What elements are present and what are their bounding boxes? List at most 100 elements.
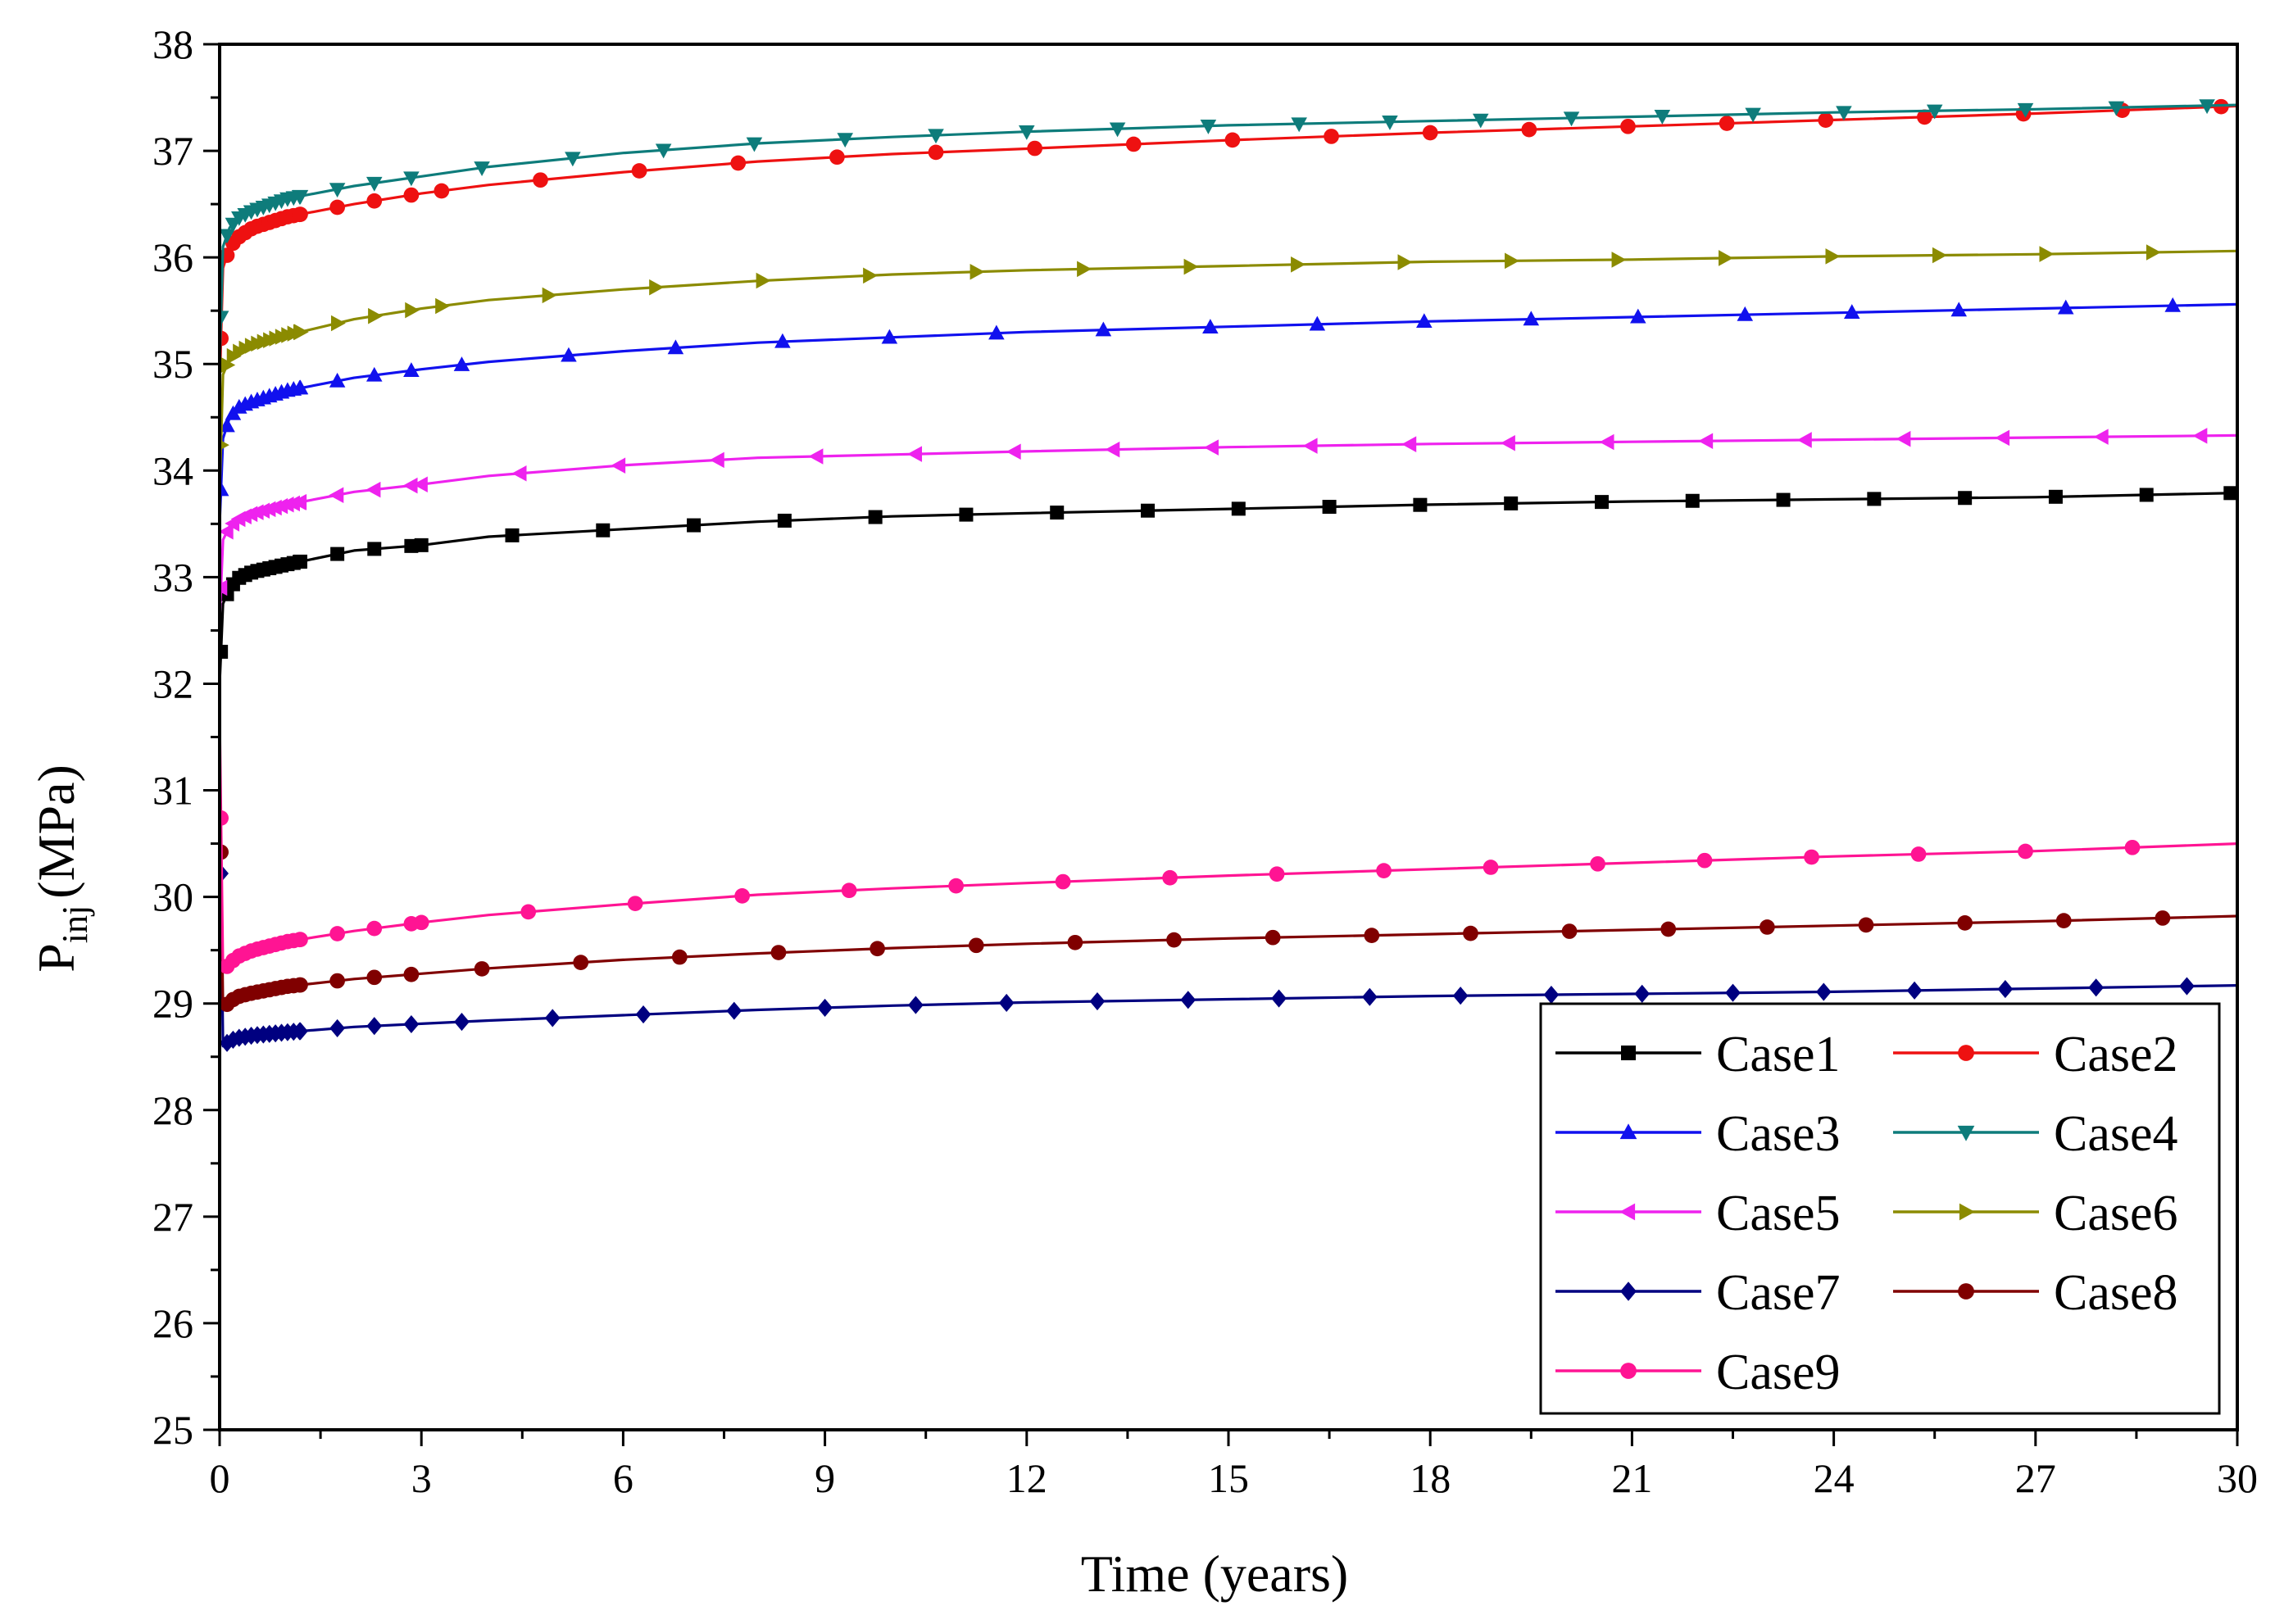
series-point-Case9-15	[329, 926, 345, 941]
series-point-Case5-30	[1599, 433, 1614, 451]
x-axis-title: Time (years)	[1081, 1545, 1348, 1603]
legend-marker-Case3	[1619, 1123, 1637, 1140]
series-point-Case5-20	[611, 457, 626, 474]
series-point-Case6-18	[435, 297, 451, 315]
series-point-Case2-15	[329, 199, 345, 215]
series-point-Case2-16	[366, 193, 383, 209]
series-point-Case3-31	[1843, 304, 1860, 319]
series-point-Case1-36	[2048, 489, 2063, 504]
y-tick-label-31: 31	[152, 768, 193, 814]
series-point-Case1-34	[1867, 492, 1882, 506]
series-point-Case3-29	[1630, 308, 1646, 324]
series-point-Case3-22	[881, 329, 898, 344]
series-point-Case6-33	[2039, 246, 2055, 262]
series-point-Case8-33	[1957, 915, 1973, 931]
series-point-Case4-14	[292, 189, 309, 205]
series-point-Case8-29	[1561, 923, 1578, 939]
x-tick-label-9: 9	[815, 1455, 835, 1501]
series-point-Case9-14	[293, 932, 308, 947]
series-point-Case7-17	[403, 1014, 420, 1034]
series-line-Case1	[220, 492, 2237, 684]
legend-marker-Case9	[1620, 1363, 1637, 1379]
series-point-Case4-37	[2199, 99, 2215, 115]
series-point-Case9-19	[520, 904, 537, 920]
y-tick-label-27: 27	[152, 1194, 193, 1240]
series-point-Case9-18	[413, 914, 429, 931]
series-point-Case1-18	[414, 538, 429, 552]
series-point-Case6-28	[1505, 252, 1519, 270]
series-point-Case4-24	[1019, 125, 1035, 140]
series-point-Case4-36	[2108, 101, 2125, 116]
series-point-Case1-20	[596, 523, 611, 538]
series-point-Case2-23	[928, 144, 944, 161]
series-point-Case8-34	[2055, 913, 2072, 928]
series-point-Case8-20	[671, 949, 688, 965]
series-point-Case7-25	[1089, 991, 1106, 1011]
series-line-Case5	[220, 433, 2237, 620]
x-tick-label-18: 18	[1410, 1455, 1451, 1501]
series-point-Case6-16	[368, 307, 383, 324]
series-point-Case5-26	[1204, 439, 1219, 456]
legend-label-Case4: Case4	[2054, 1106, 2178, 1162]
legend-marker-Case6	[1959, 1203, 1975, 1221]
series-point-Case3-24	[1095, 321, 1112, 337]
series-point-Case3-30	[1737, 306, 1754, 321]
y-tick-label-38: 38	[152, 21, 193, 67]
series-point-Case5-32	[1796, 432, 1812, 448]
axes: 0 3 6 9 12 15 18 21 24 27 302526272829303132333435…	[152, 21, 2258, 1501]
y-tick-label-28: 28	[152, 1087, 193, 1133]
x-tick-label-21: 21	[1611, 1455, 1652, 1501]
series-point-Case9-27	[1376, 863, 1392, 878]
legend-entry-Case9: Case9	[1555, 1345, 1841, 1400]
series-line-Case2	[220, 104, 2237, 386]
series-point-Case4-16	[366, 176, 383, 192]
series-point-Case2-24	[1027, 140, 1042, 157]
series-point-Case2-29	[1521, 121, 1537, 138]
series-point-Case5-14	[292, 494, 307, 510]
series-point-Case2-36	[2213, 98, 2229, 115]
series-point-Case9-30	[1696, 852, 1713, 869]
series-point-Case4-25	[1109, 122, 1126, 138]
series-point-Case2-17	[403, 187, 420, 203]
series-point-Case8-14	[293, 977, 308, 993]
series-point-Case3-0	[220, 481, 229, 497]
series-point-Case3-27	[1416, 313, 1433, 329]
series-point-Case8-26	[1265, 929, 1281, 946]
series-point-Case4-21	[746, 137, 763, 152]
series-point-Case5-34	[1995, 429, 2010, 447]
y-tick-label-25: 25	[152, 1407, 193, 1453]
series-point-Case1-35	[1958, 491, 1973, 506]
series-point-Case1-29	[1413, 497, 1428, 512]
series-point-Case1-23	[868, 510, 883, 524]
series-point-Case5-31	[1698, 433, 1714, 449]
series-point-Case7-29	[1452, 987, 1469, 1005]
series-point-Case7-1	[220, 1033, 235, 1052]
series-point-Case6-29	[1611, 252, 1627, 268]
series-point-Case3-26	[1309, 315, 1326, 331]
series-point-Case9-23	[948, 878, 964, 894]
series-point-Case4-23	[928, 129, 944, 144]
series-point-Case6-31	[1825, 248, 1841, 265]
series-point-Case2-25	[1125, 136, 1142, 152]
series-point-Case9-21	[734, 888, 751, 904]
legend-label-Case3: Case3	[1716, 1106, 1841, 1162]
series-point-Case7-15	[329, 1018, 345, 1037]
series-point-Case8-16	[366, 969, 383, 986]
series-point-Case6-22	[863, 267, 878, 284]
series-point-Case4-18	[474, 161, 490, 176]
series-point-Case1-24	[959, 507, 974, 522]
series-point-Case3-15	[329, 372, 346, 388]
legend-label-Case1: Case1	[1716, 1027, 1841, 1082]
y-tick-label-29: 29	[152, 981, 193, 1027]
series-point-Case5-29	[1501, 434, 1515, 451]
series-point-Case4-32	[1745, 107, 1761, 123]
series-point-Case3-19	[561, 347, 577, 362]
series-point-Case2-14	[293, 206, 308, 222]
series-point-Case4-17	[403, 171, 420, 187]
y-tick-label-36: 36	[152, 234, 193, 280]
series-point-Case2-27	[1324, 129, 1339, 144]
series-point-Case3-34	[2164, 297, 2181, 312]
series-Case6	[220, 244, 2237, 492]
series-point-Case9-32	[1910, 846, 1927, 862]
